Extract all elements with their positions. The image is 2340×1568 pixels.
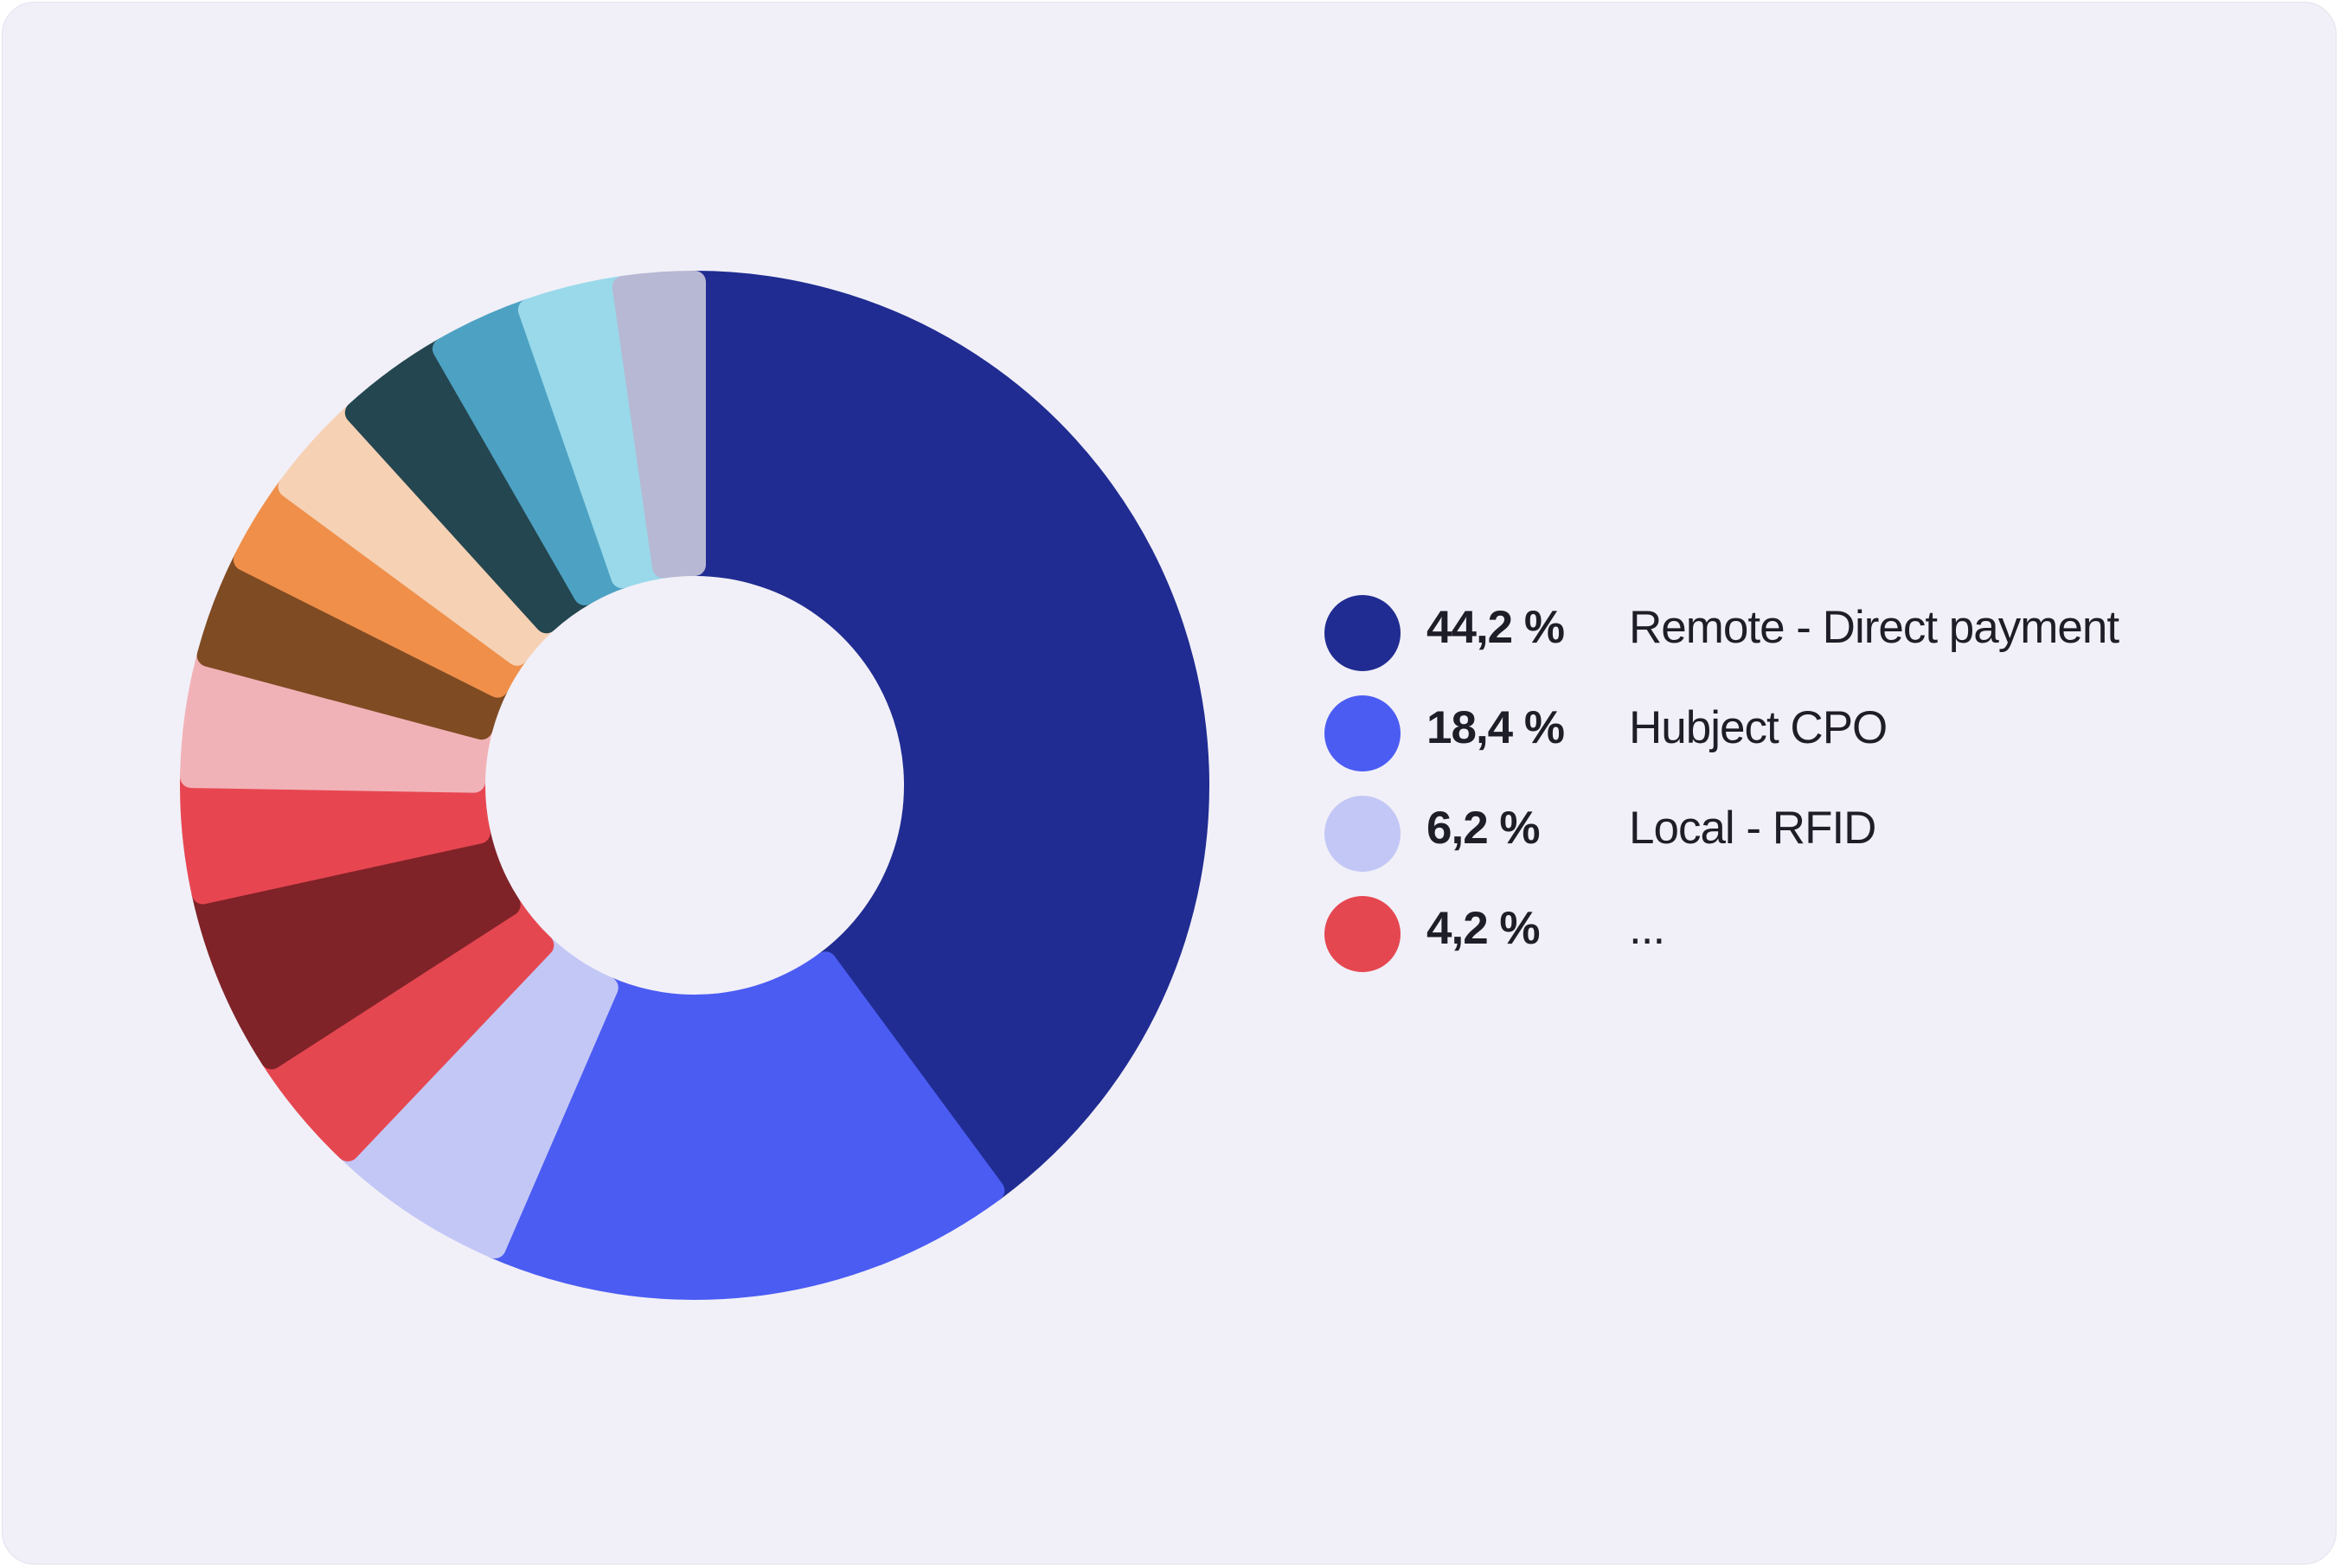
legend-label: Hubject CPO [1629, 702, 1888, 753]
legend-value: 6,2 % [1426, 803, 1541, 854]
legend-item: 18,4 % Hubject CPO [1324, 691, 2276, 791]
legend-value: 4,2 % [1426, 903, 1541, 954]
legend-swatch [1324, 595, 1401, 671]
donut-slice [483, 951, 1005, 1300]
legend-label: ... [1629, 903, 1665, 954]
chart-legend: 44,2 % Remote - Direct payment 18,4 % Hu… [1324, 591, 2276, 992]
donut-slice [683, 271, 1209, 1202]
legend-swatch [1324, 896, 1401, 972]
legend-item: 6,2 % Local - RFID [1324, 791, 2276, 892]
donut-slice [612, 271, 706, 579]
donut-chart [180, 271, 1209, 1300]
legend-value: 44,2 % [1426, 602, 1565, 653]
legend-item: 4,2 % ... [1324, 892, 2276, 992]
legend-value: 18,4 % [1426, 702, 1565, 753]
legend-swatch [1324, 796, 1401, 872]
legend-swatch [1324, 695, 1401, 771]
legend-label: Remote - Direct payment [1629, 602, 2119, 653]
legend-item: 44,2 % Remote - Direct payment [1324, 591, 2276, 691]
legend-label: Local - RFID [1629, 803, 1876, 854]
